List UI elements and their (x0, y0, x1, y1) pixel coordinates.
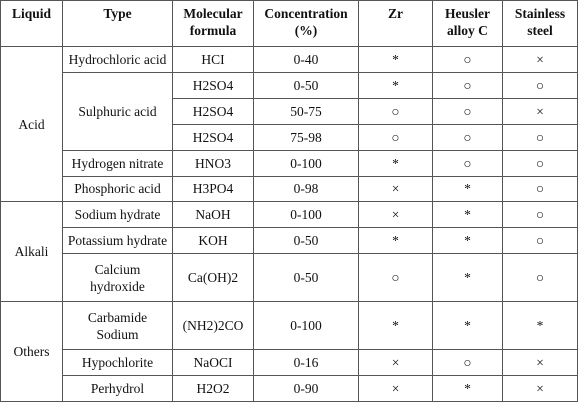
heusler-cell: * (432, 227, 503, 255)
heusler-cell: ○ (432, 71, 503, 99)
liquid-cell: Alkali (0, 201, 63, 303)
heusler-cell: * (432, 201, 503, 229)
heusler-cell: * (432, 175, 503, 203)
stainless-cell: ○ (502, 253, 578, 303)
formula-cell: NaOH (172, 201, 254, 229)
heusler-cell: ○ (432, 97, 503, 125)
zr-cell: × (358, 175, 433, 203)
heusler-cell: ○ (432, 46, 503, 73)
type-cell: Potassium hydrate (62, 227, 173, 255)
zr-cell: × (358, 375, 433, 402)
zr-cell: * (358, 301, 433, 351)
table-body: Acid Hydrochloric acid HCI 0-40 * ○ × Sulphuric… (0, 45, 578, 402)
table-row: Alkali Sodium hydrate NaOH 0-100 × * ○ (0, 201, 578, 303)
formula-cell: H2SO4 (172, 123, 254, 151)
type-cell: Phosphoric acid (62, 175, 173, 203)
table-row: Acid Hydrochloric acid HCI 0-40 * ○ × (0, 45, 578, 203)
header-row: Liquid Type Molecular formula Concentration… (0, 0, 578, 47)
concentration-cell: 0-40 (253, 46, 359, 73)
stainless-cell: ○ (502, 149, 578, 177)
concentration-cell: 75-98 (253, 123, 359, 151)
type-cell: Calcium hydroxide (62, 253, 173, 303)
table-row: Perhydrol H2O2 0-90 × * × (1, 375, 578, 402)
formula-cell: NaOCI (172, 349, 254, 377)
zr-cell: ○ (358, 253, 433, 303)
header-cell: Liquid (0, 0, 63, 47)
heusler-cell: * (432, 301, 503, 351)
stainless-cell: × (502, 97, 578, 125)
type-cell: Sodium hydrate (62, 201, 173, 229)
header-cell: Zr (358, 0, 433, 47)
formula-cell: H2O2 (172, 375, 254, 402)
table-row: Calcium hydroxide Ca(OH)2 0-50 ○ * ○ (1, 253, 578, 303)
type-cell: Hydrochloric acid (62, 46, 173, 73)
concentration-cell: 0-98 (253, 175, 359, 203)
stainless-cell: ○ (502, 123, 578, 151)
zr-cell: * (358, 46, 433, 73)
zr-cell: * (358, 71, 433, 99)
stainless-cell: ○ (502, 201, 578, 229)
zr-cell: × (358, 349, 433, 377)
heusler-cell: * (432, 375, 503, 402)
type-cell: Perhydrol (62, 375, 173, 402)
header-cell: Type (62, 0, 173, 47)
type-cell: Sulphuric acid (62, 71, 173, 151)
zr-cell: ○ (358, 123, 433, 151)
heusler-cell: ○ (432, 349, 503, 377)
liquid-cell: Others (0, 301, 63, 402)
header-cell: Heusler alloy C (432, 0, 503, 47)
concentration-cell: 0-100 (253, 149, 359, 177)
concentration-cell: 0-90 (253, 375, 359, 402)
zr-cell: * (358, 149, 433, 177)
table-row: Others Carbamide Sodium (NH2)2CO 0-100 * * * (0, 301, 578, 402)
stainless-cell: * (502, 301, 578, 351)
header-cell: Molecular formula (172, 0, 254, 47)
heusler-cell: ○ (432, 123, 503, 151)
formula-cell: H2SO4 (172, 71, 254, 99)
type-cell: Hydrogen nitrate (62, 149, 173, 177)
type-cell: Hypochlorite (62, 349, 173, 377)
header-cell: Concentration (%) (253, 0, 359, 47)
table-row: Phosphoric acid H3PO4 0-98 × * ○ (1, 175, 578, 203)
concentration-cell: 0-50 (253, 71, 359, 99)
stainless-cell: ○ (502, 175, 578, 203)
formula-cell: HNO3 (172, 149, 254, 177)
header-cell: Stainless steel (502, 0, 578, 47)
concentration-cell: 0-50 (253, 227, 359, 255)
liquid-cell: Acid (0, 45, 63, 203)
formula-cell: HCI (172, 46, 254, 73)
stainless-cell: × (502, 375, 578, 402)
formula-cell: Ca(OH)2 (172, 253, 254, 303)
zr-cell: * (358, 227, 433, 255)
stainless-cell: ○ (502, 227, 578, 255)
heusler-cell: * (432, 253, 503, 303)
formula-cell: H2SO4 (172, 97, 254, 125)
table-row: Hypochlorite NaOCI 0-16 × ○ × (1, 349, 578, 377)
zr-cell: ○ (358, 97, 433, 125)
table-row: Hydrogen nitrate HNO3 0-100 * ○ ○ (1, 149, 578, 177)
heusler-cell: ○ (432, 149, 503, 177)
stainless-cell: × (502, 46, 578, 73)
table-row: Sulphuric acid H2SO4 0-50 * ○ ○ (1, 71, 578, 151)
stainless-cell: ○ (502, 71, 578, 99)
concentration-cell: 0-50 (253, 253, 359, 303)
zr-cell: × (358, 201, 433, 229)
formula-cell: (NH2)2CO (172, 301, 254, 351)
type-cell: Carbamide Sodium (62, 301, 173, 351)
formula-cell: KOH (172, 227, 254, 255)
concentration-cell: 0-100 (253, 201, 359, 229)
concentration-cell: 0-100 (253, 301, 359, 351)
formula-cell: H3PO4 (172, 175, 254, 203)
stainless-cell: × (502, 349, 578, 377)
table-row: Potassium hydrate KOH 0-50 * * ○ (1, 227, 578, 255)
concentration-cell: 50-75 (253, 97, 359, 125)
concentration-cell: 0-16 (253, 349, 359, 377)
